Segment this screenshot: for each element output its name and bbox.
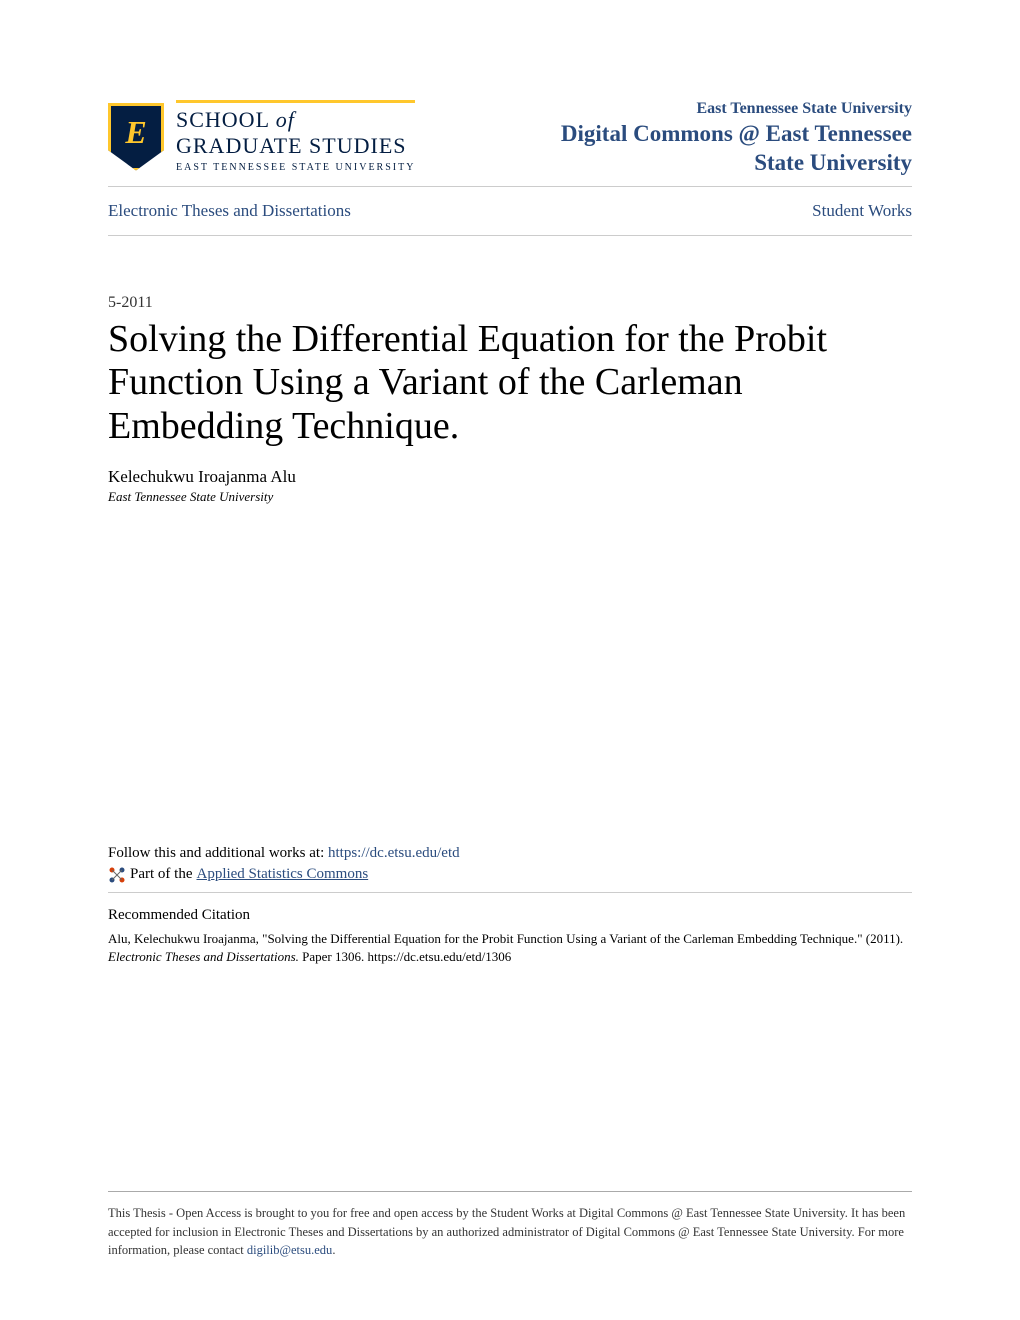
publication-date: 5-2011 (108, 294, 912, 312)
citation-heading: Recommended Citation (108, 907, 912, 924)
part-of-row: Part of the Applied Statistics Commons (108, 866, 912, 884)
follow-url-link[interactable]: https://dc.etsu.edu/etd (328, 845, 460, 861)
breadcrumb-collection[interactable]: Electronic Theses and Dissertations (108, 201, 351, 221)
breadcrumb: Electronic Theses and Dissertations Stud… (108, 195, 912, 227)
follow-text: Follow this and additional works at: htt… (108, 845, 912, 862)
contact-email-link[interactable]: digilib@etsu.edu (247, 1243, 332, 1257)
follow-section: Follow this and additional works at: htt… (108, 845, 912, 966)
subject-link[interactable]: Applied Statistics Commons (196, 866, 368, 883)
author-affiliation: East Tennessee State University (108, 489, 912, 505)
network-icon (108, 866, 126, 884)
logo-letter: E (125, 114, 146, 151)
logo-block: E SCHOOL of GRADUATE STUDIES EAST TENNES… (108, 100, 415, 173)
logo-line3: EAST TENNESSEE STATE UNIVERSITY (176, 162, 415, 173)
author-name[interactable]: Kelechukwu Iroajanma Alu (108, 467, 912, 487)
citation-section: Recommended Citation Alu, Kelechukwu Iro… (108, 907, 912, 966)
institution-name[interactable]: East Tennessee State University (552, 100, 912, 118)
paper-title: Solving the Differential Equation for th… (108, 318, 912, 449)
repository-name[interactable]: Digital Commons @ East Tennessee State U… (552, 120, 912, 178)
footer: This Thesis - Open Access is brought to … (108, 1191, 912, 1260)
divider-bottom (108, 235, 912, 236)
breadcrumb-category[interactable]: Student Works (812, 201, 912, 221)
logo-shield-icon: E (108, 103, 164, 171)
institution-block: East Tennessee State University Digital … (552, 100, 912, 178)
header: E SCHOOL of GRADUATE STUDIES EAST TENNES… (108, 100, 912, 178)
logo-line1: SCHOOL of (176, 107, 415, 133)
divider-top (108, 186, 912, 187)
logo-line2: GRADUATE STUDIES (176, 133, 415, 159)
logo-text: SCHOOL of GRADUATE STUDIES EAST TENNESSE… (176, 100, 415, 173)
divider-follow (108, 892, 912, 893)
citation-text: Alu, Kelechukwu Iroajanma, "Solving the … (108, 930, 912, 966)
